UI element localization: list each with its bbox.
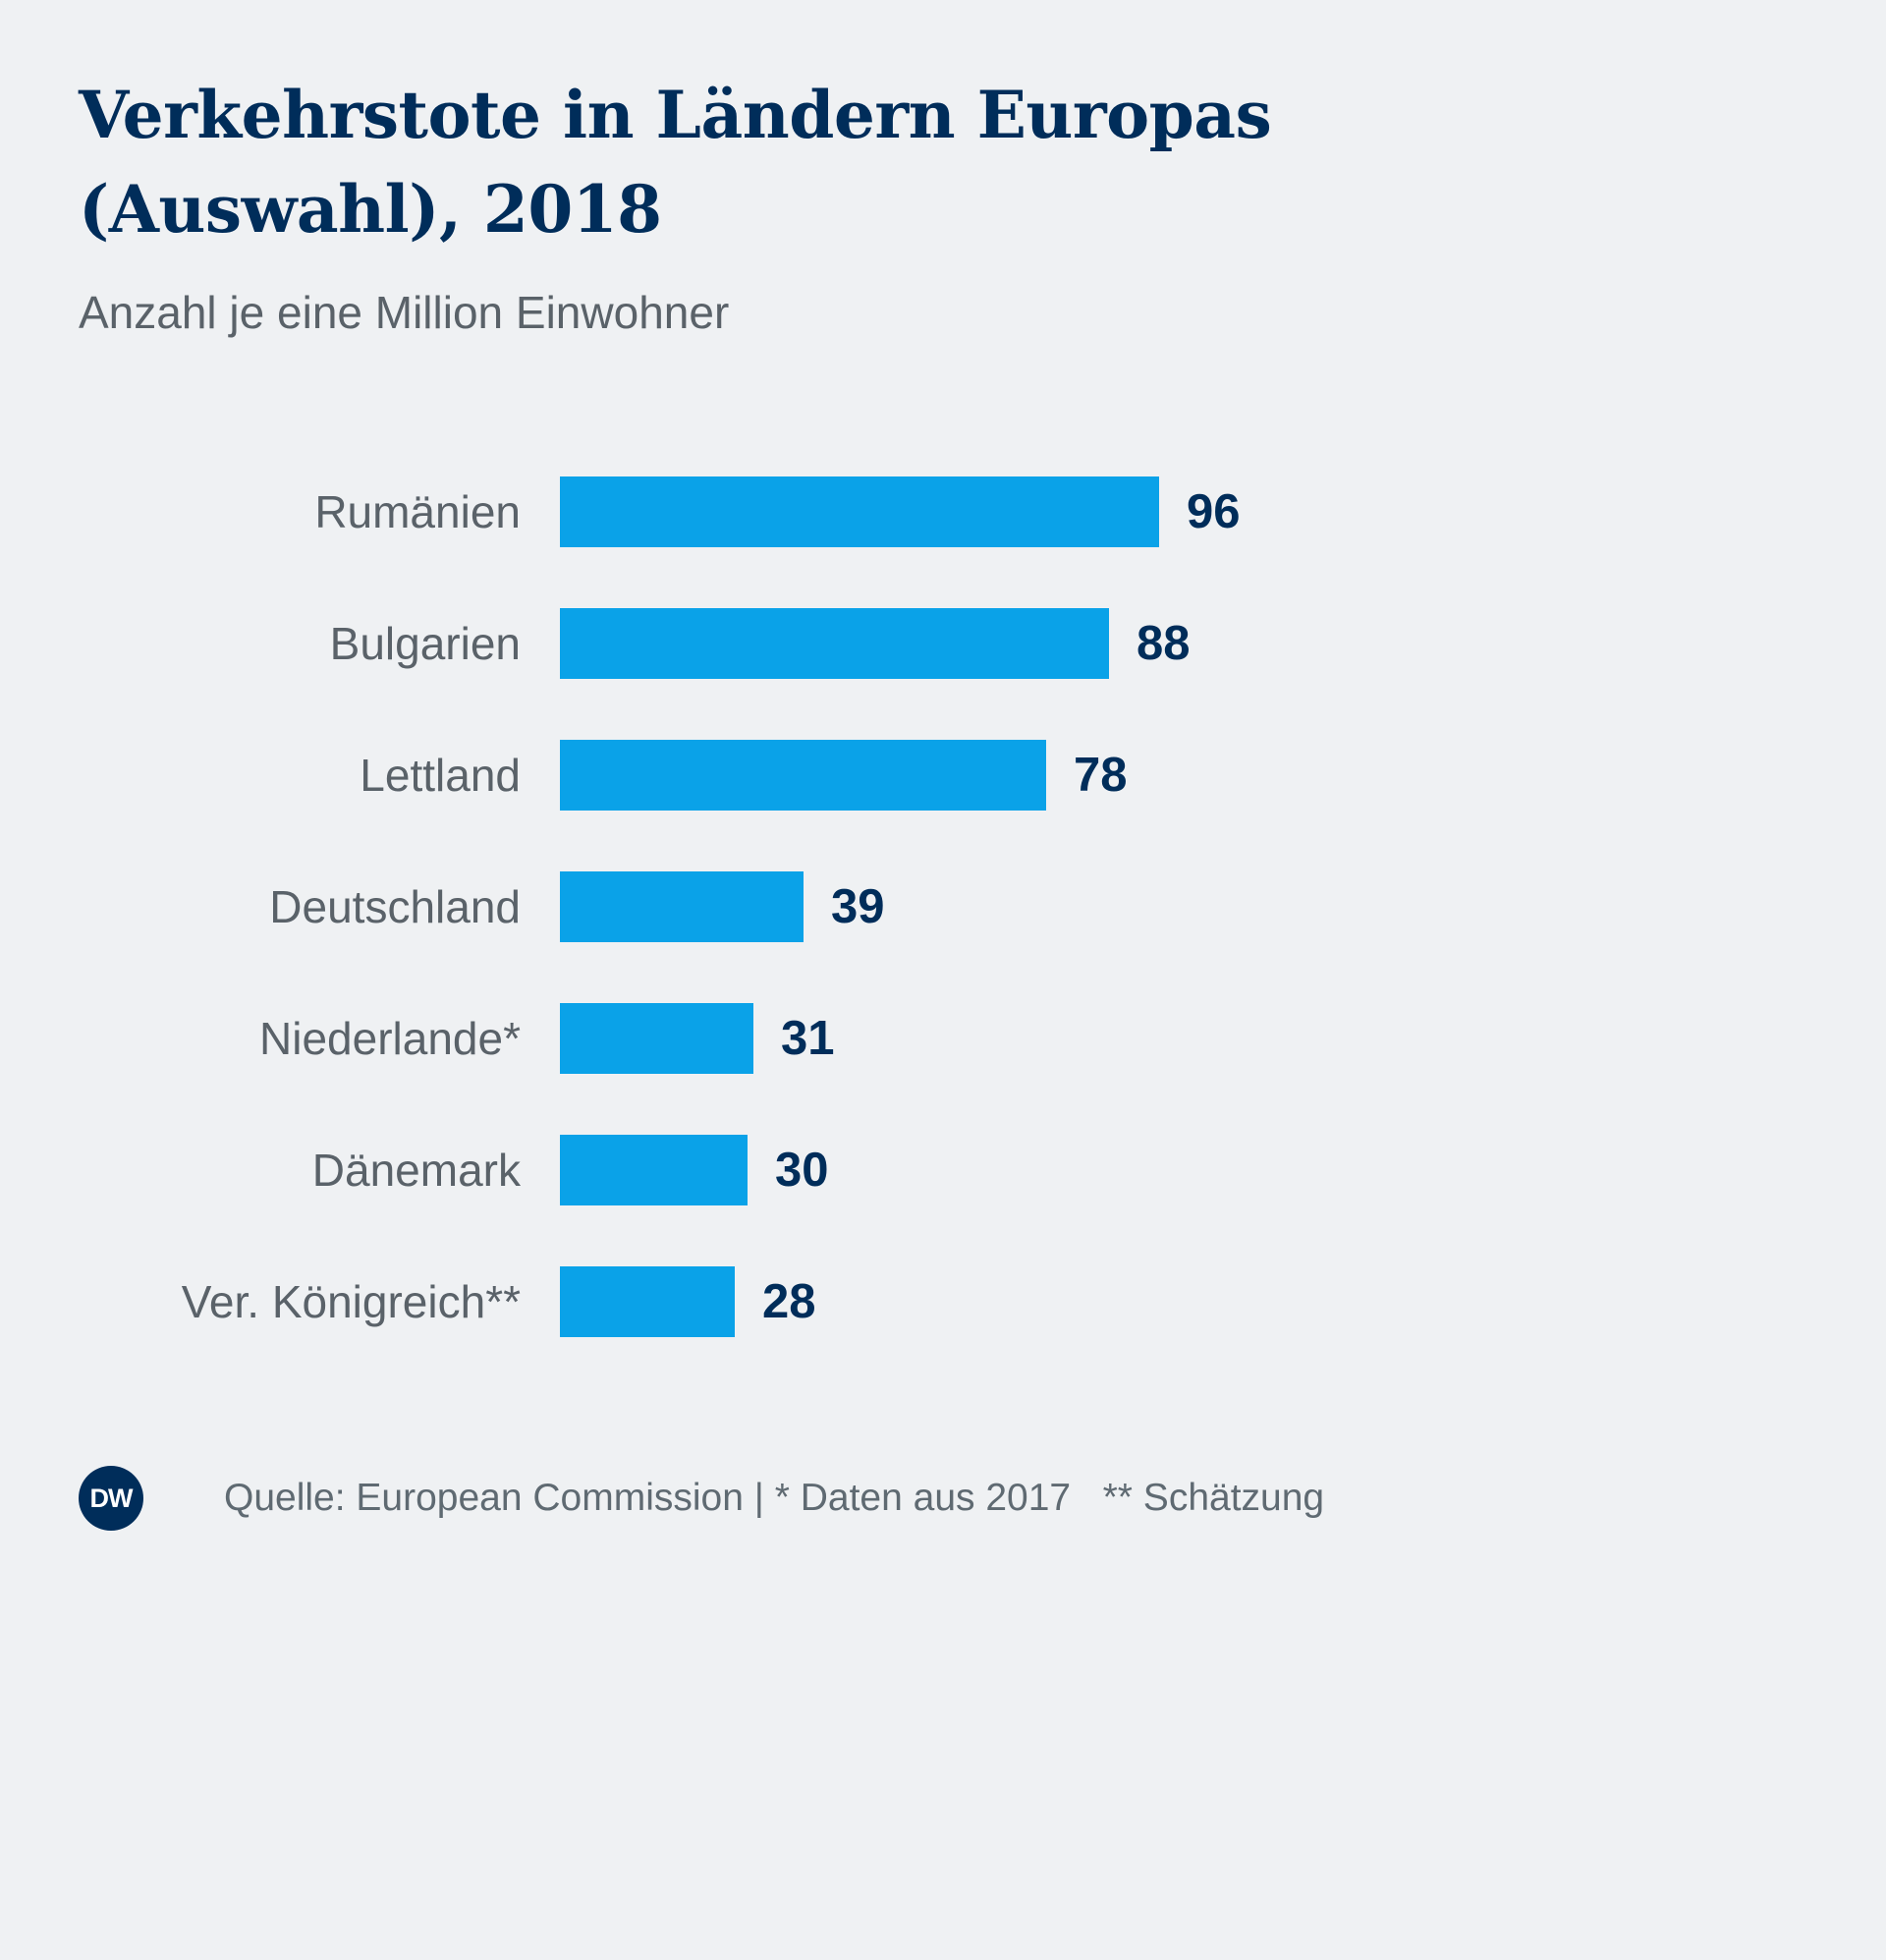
category-label: Rumänien bbox=[314, 486, 521, 538]
footer: DW Quelle: European Commission | * Daten… bbox=[79, 1466, 1324, 1531]
chart-row: Lettland 78 bbox=[79, 740, 1807, 812]
chart-row: Niederlande* 31 bbox=[79, 1003, 1807, 1075]
bar bbox=[560, 1003, 753, 1075]
bar bbox=[560, 871, 804, 943]
bar-chart: Rumänien 96 Bulgarien 88 Lettland 78 Deutschla… bbox=[79, 476, 1807, 1338]
category-label: Niederlande* bbox=[259, 1013, 521, 1065]
category-label: Ver. Königreich** bbox=[181, 1276, 521, 1328]
bar-area: 88 bbox=[560, 608, 1807, 680]
chart-subtitle: Anzahl je eine Million Einwohner bbox=[79, 287, 730, 339]
dw-logo: DW bbox=[79, 1466, 143, 1531]
bar bbox=[560, 1135, 748, 1206]
value-label: 39 bbox=[831, 880, 885, 934]
chart-row: Ver. Königreich** 28 bbox=[79, 1266, 1807, 1338]
value-label: 31 bbox=[781, 1012, 835, 1066]
value-label: 28 bbox=[762, 1275, 816, 1329]
category-label: Deutschland bbox=[269, 881, 521, 933]
chart-row: Bulgarien 88 bbox=[79, 608, 1807, 680]
value-label: 30 bbox=[775, 1144, 829, 1198]
chart-row: Deutschland 39 bbox=[79, 871, 1807, 943]
bar bbox=[560, 740, 1046, 812]
chart-row: Dänemark 30 bbox=[79, 1135, 1807, 1206]
bar bbox=[560, 476, 1159, 548]
value-label: 88 bbox=[1137, 617, 1191, 671]
value-label: 78 bbox=[1074, 749, 1128, 803]
bar-area: 78 bbox=[560, 740, 1807, 812]
bar bbox=[560, 608, 1109, 680]
category-label: Bulgarien bbox=[329, 618, 521, 670]
chart-title-line2: (Auswahl), 2018 bbox=[79, 170, 662, 248]
bar-area: 31 bbox=[560, 1003, 1807, 1075]
chart-row: Rumänien 96 bbox=[79, 476, 1807, 548]
category-label: Dänemark bbox=[311, 1145, 521, 1197]
bar-chart-rows: Rumänien 96 Bulgarien 88 Lettland 78 Deutschla… bbox=[79, 476, 1807, 1338]
dw-logo-text: DW bbox=[89, 1483, 134, 1513]
bar bbox=[560, 1266, 735, 1338]
category-label: Lettland bbox=[360, 750, 521, 802]
bar-area: 30 bbox=[560, 1135, 1807, 1206]
source-note: Quelle: European Commission | * Daten au… bbox=[224, 1477, 1325, 1519]
value-label: 96 bbox=[1187, 485, 1241, 539]
bar-area: 39 bbox=[560, 871, 1807, 943]
chart-title-line1: Verkehrstote in Ländern Europas bbox=[79, 77, 1272, 153]
header: Verkehrstote in Ländern Europas (Auswahl… bbox=[79, 69, 1807, 339]
bar-area: 28 bbox=[560, 1266, 1807, 1338]
chart-title: Verkehrstote in Ländern Europas (Auswahl… bbox=[79, 69, 1807, 256]
bar-area: 96 bbox=[560, 476, 1807, 548]
